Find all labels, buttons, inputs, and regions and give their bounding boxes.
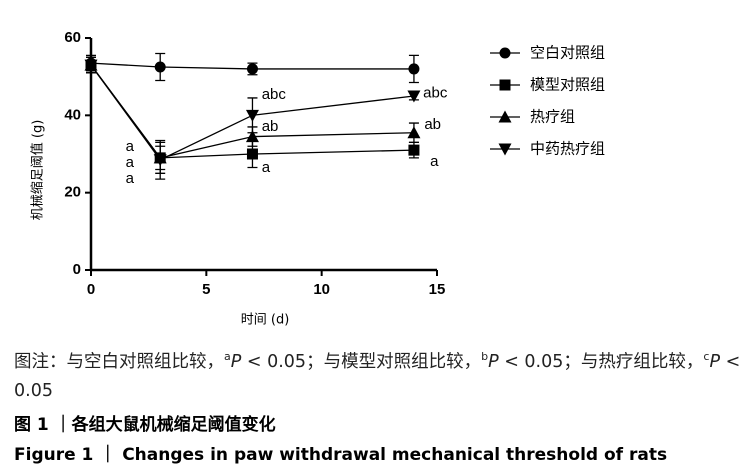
legend-label: 空白对照组 xyxy=(530,44,605,62)
x-tick-label: 10 xyxy=(313,281,330,298)
data-point xyxy=(407,90,421,103)
legend-label: 中药热疗组 xyxy=(530,140,605,158)
x-tick-label: 0 xyxy=(87,281,95,298)
y-tick-label: 40 xyxy=(64,106,81,123)
annotation: ab xyxy=(262,118,279,135)
annotation: ab xyxy=(424,116,441,133)
note-sup: b xyxy=(481,350,489,363)
note-text: < 0.05 xyxy=(14,351,741,401)
data-point xyxy=(408,144,420,156)
annotation: a xyxy=(126,138,135,155)
annotation: abc xyxy=(262,86,287,103)
data-point xyxy=(245,109,259,122)
note-p: P xyxy=(488,351,499,372)
note-text: < 0.05；与模型对照组比较， xyxy=(241,351,482,372)
data-point xyxy=(246,148,258,160)
annotation: a xyxy=(262,159,271,176)
x-axis-label: 时间 (d) xyxy=(241,313,290,328)
data-point xyxy=(245,130,259,143)
annotation: abc xyxy=(423,84,448,101)
chart: 时间 (d) 机械缩足阈值 (g) 0 20 40 60 0 5 10 15 空白对照组模型对照… xyxy=(30,29,606,328)
figure-note: 图注：与空白对照组比较，aP < 0.05；与模型对照组比较，bP < 0.05… xyxy=(14,342,750,406)
data-point xyxy=(84,59,98,72)
annotation: a xyxy=(126,170,135,187)
note-sup: c xyxy=(703,350,710,363)
annotation: a xyxy=(430,153,439,170)
x-tick-label: 5 xyxy=(202,281,210,298)
legend-marker xyxy=(499,47,511,59)
y-tick-label: 60 xyxy=(64,29,81,46)
data-point xyxy=(407,126,421,139)
data-point xyxy=(154,61,166,73)
legend-label: 热疗组 xyxy=(530,108,575,126)
x-tick-label: 15 xyxy=(429,281,446,298)
y-tick-label: 0 xyxy=(73,261,81,278)
annotation: a xyxy=(126,154,135,171)
note-p: P xyxy=(709,351,721,372)
figure-title-en: Figure 1 ｜ Changes in paw withdrawal mec… xyxy=(14,445,668,465)
note-sup: a xyxy=(224,350,231,363)
figure-title-cn: 图 1 ｜各组大鼠机械缩足阈值变化 xyxy=(14,415,276,435)
data-point xyxy=(153,154,167,167)
legend-marker xyxy=(498,110,512,123)
series-line xyxy=(90,62,414,70)
data-point xyxy=(246,63,258,75)
data-point xyxy=(408,63,420,75)
note-text: < 0.05；与热疗组比较， xyxy=(498,351,704,372)
y-tick-label: 20 xyxy=(64,184,81,201)
legend-marker xyxy=(499,79,511,91)
note-p: P xyxy=(230,351,242,372)
note-text: 图注：与空白对照组比较， xyxy=(14,351,224,372)
series-line xyxy=(90,64,415,161)
legend-label: 模型对照组 xyxy=(530,76,605,94)
y-axis-label: 机械缩足阈值 (g) xyxy=(30,120,46,221)
legend-marker xyxy=(498,143,512,156)
